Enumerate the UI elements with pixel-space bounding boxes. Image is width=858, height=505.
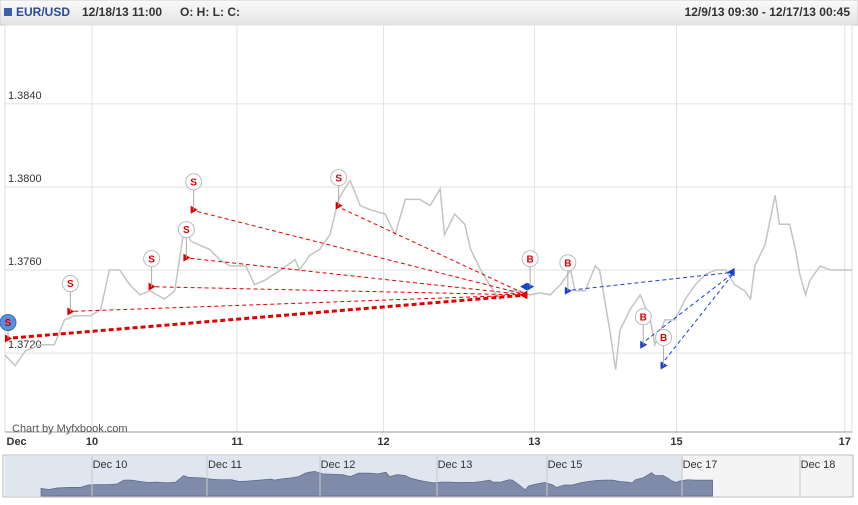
trade-label: S [190, 177, 197, 188]
navigator-label: Dec 12 [321, 459, 356, 471]
ohlc: O: H: L: C: [180, 5, 240, 19]
y-tick-label: 1.3760 [8, 256, 42, 268]
trade-marker [634, 308, 652, 326]
x-tick-label: 13 [528, 436, 540, 448]
trade-close [520, 290, 528, 299]
navigator-label: Dec 17 [683, 459, 718, 471]
trade-marker [521, 250, 539, 268]
x-tick-label: 12 [377, 436, 389, 448]
credit: Chart by Myfxbook.com [12, 423, 128, 435]
trade-line [148, 286, 528, 296]
trade-marker [185, 173, 203, 191]
symbol-icon [4, 8, 12, 16]
trade-marker [143, 250, 161, 268]
trade-label: S [183, 225, 190, 236]
trade-close [727, 268, 735, 277]
trade-label: B [640, 312, 647, 323]
trade-label: B [527, 254, 534, 265]
price-line [4, 179, 852, 370]
trade-marker [559, 254, 577, 272]
navigator-label: Dec 15 [548, 459, 583, 471]
trade-line [183, 257, 528, 296]
trade-label: S [335, 173, 342, 184]
trade-line [564, 271, 735, 292]
trade-marker [177, 221, 195, 239]
trade-label: B [660, 333, 667, 344]
plot-frame [4, 24, 853, 433]
x-tick-label: 10 [86, 436, 98, 448]
x-tick-label: 17 [839, 436, 851, 448]
trade-marker [0, 314, 17, 332]
trade-line [67, 294, 528, 313]
navigator-label: Dec 18 [801, 459, 836, 471]
trade-label: S [148, 254, 155, 265]
timestamp: 12/18/13 11:00 [82, 5, 162, 19]
trade-marker [61, 275, 79, 293]
symbol: EUR/USD [16, 5, 70, 19]
trade-label: S [5, 318, 12, 329]
y-tick-label: 1.3720 [8, 339, 42, 351]
trade-line [660, 271, 735, 366]
navigator-label: Dec 13 [438, 459, 473, 471]
y-tick-label: 1.3840 [8, 90, 42, 102]
trade-line [639, 271, 735, 346]
navigator-area [40, 470, 713, 497]
x-tick-label: 15 [670, 436, 682, 448]
trade-line [335, 205, 528, 296]
trade-label: S [67, 279, 74, 290]
navigator-label: Dec 11 [208, 459, 242, 471]
y-tick-label: 1.3800 [8, 173, 42, 185]
trade-marker [655, 329, 673, 347]
navigator-label: Dec 10 [93, 459, 128, 471]
trade-line [190, 209, 528, 296]
trade-label: B [564, 258, 571, 269]
trade-close [520, 282, 528, 291]
trade-marker [330, 169, 348, 187]
x-tick-label: 11 [231, 436, 243, 448]
trade-line [4, 293, 528, 341]
x-tick-label: Dec [7, 436, 27, 448]
date-range: 12/9/13 09:30 - 12/17/13 00:45 [685, 5, 851, 19]
